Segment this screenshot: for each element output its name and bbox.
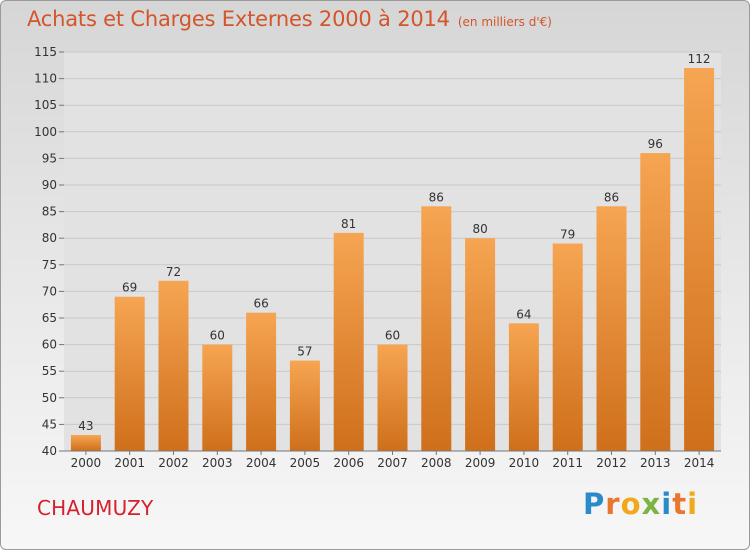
chart-subtitle: (en milliers d'€) (457, 15, 552, 29)
y-tick-label: 70 (42, 284, 57, 298)
y-tick-label: 55 (42, 364, 57, 378)
x-tick-label: 2011 (552, 456, 583, 470)
x-tick-label: 2002 (158, 456, 189, 470)
logo-letter: i (661, 487, 673, 521)
y-tick-label: 50 (42, 391, 57, 405)
bar-2003 (202, 344, 233, 451)
logo-letter: r (605, 487, 621, 521)
value-label: 69 (122, 281, 137, 295)
x-tick-label: 2003 (202, 456, 233, 470)
logo-letter: i (687, 487, 699, 521)
y-tick-label: 65 (42, 311, 57, 325)
x-tick-label: 2010 (509, 456, 540, 470)
logo-letter: x (641, 487, 662, 521)
y-tick-label: 105 (34, 98, 57, 112)
value-label: 72 (166, 265, 181, 279)
x-tick-label: 2013 (640, 456, 671, 470)
y-axis-ticks: 40 45 50 55 60 65 70 75 80 85 90 95 100 105 110 115 (34, 45, 64, 458)
x-tick-label: 2014 (684, 456, 715, 470)
value-label: 60 (210, 329, 225, 343)
x-tick-label: 2009 (465, 456, 496, 470)
x-tick-label: 2001 (114, 456, 145, 470)
x-axis-ticks: 2000 2001 2002 2003 2004 2005 2006 2007 2008 2009… (71, 451, 715, 470)
logo-letter: o (620, 487, 642, 521)
bar-2014 (684, 67, 715, 452)
value-label: 86 (604, 190, 619, 204)
value-label: 57 (297, 345, 312, 359)
bar-2006 (333, 232, 364, 451)
value-label: 96 (648, 137, 663, 151)
y-tick-label: 110 (34, 72, 57, 86)
bar-2004 (246, 312, 277, 451)
x-tick-label: 2006 (333, 456, 364, 470)
logo-letter: t (672, 487, 688, 521)
chart-title-text: Achats et Charges Externes 2000 à 2014 (27, 7, 450, 31)
value-label: 86 (429, 190, 444, 204)
x-tick-label: 2007 (377, 456, 408, 470)
bar-2005 (289, 360, 320, 451)
x-tick-label: 2008 (421, 456, 452, 470)
bar-2009 (465, 238, 496, 451)
y-tick-label: 85 (42, 205, 57, 219)
bar-2010 (508, 323, 539, 451)
bar-2001 (114, 296, 145, 451)
bar-2008 (421, 206, 452, 451)
x-tick-label: 2005 (290, 456, 321, 470)
y-tick-label: 90 (42, 178, 57, 192)
bar-2013 (640, 153, 671, 451)
y-tick-label: 60 (42, 338, 57, 352)
y-tick-label: 40 (42, 444, 57, 458)
place-name: CHAUMUZY (37, 496, 154, 520)
bar-2012 (596, 206, 627, 451)
x-tick-label: 2004 (246, 456, 277, 470)
value-label: 81 (341, 217, 356, 231)
value-label: 112 (688, 52, 711, 66)
value-label: 79 (560, 228, 575, 242)
bar-2011 (552, 243, 583, 451)
value-label: 80 (472, 222, 487, 236)
value-label: 43 (78, 419, 93, 433)
bars: 43 69 72 60 66 57 81 60 86 80 64 79 86 96 112 (70, 52, 715, 452)
value-label: 66 (253, 297, 268, 311)
value-label: 64 (516, 307, 531, 321)
y-tick-label: 100 (34, 125, 57, 139)
logo-letter: P (583, 487, 606, 521)
y-tick-label: 75 (42, 258, 57, 272)
value-label: 60 (385, 329, 400, 343)
bar-2007 (377, 344, 408, 451)
x-tick-label: 2000 (71, 456, 102, 470)
bar-2002 (158, 280, 189, 451)
y-tick-label: 115 (34, 45, 57, 59)
proxiti-logo: Proxiti (583, 487, 698, 521)
chart-title: Achats et Charges Externes 2000 à 2014 (e… (27, 7, 552, 31)
y-tick-label: 95 (42, 151, 57, 165)
y-tick-label: 45 (42, 417, 57, 431)
bar-2000 (70, 435, 101, 451)
x-tick-label: 2012 (596, 456, 627, 470)
y-tick-label: 80 (42, 231, 57, 245)
